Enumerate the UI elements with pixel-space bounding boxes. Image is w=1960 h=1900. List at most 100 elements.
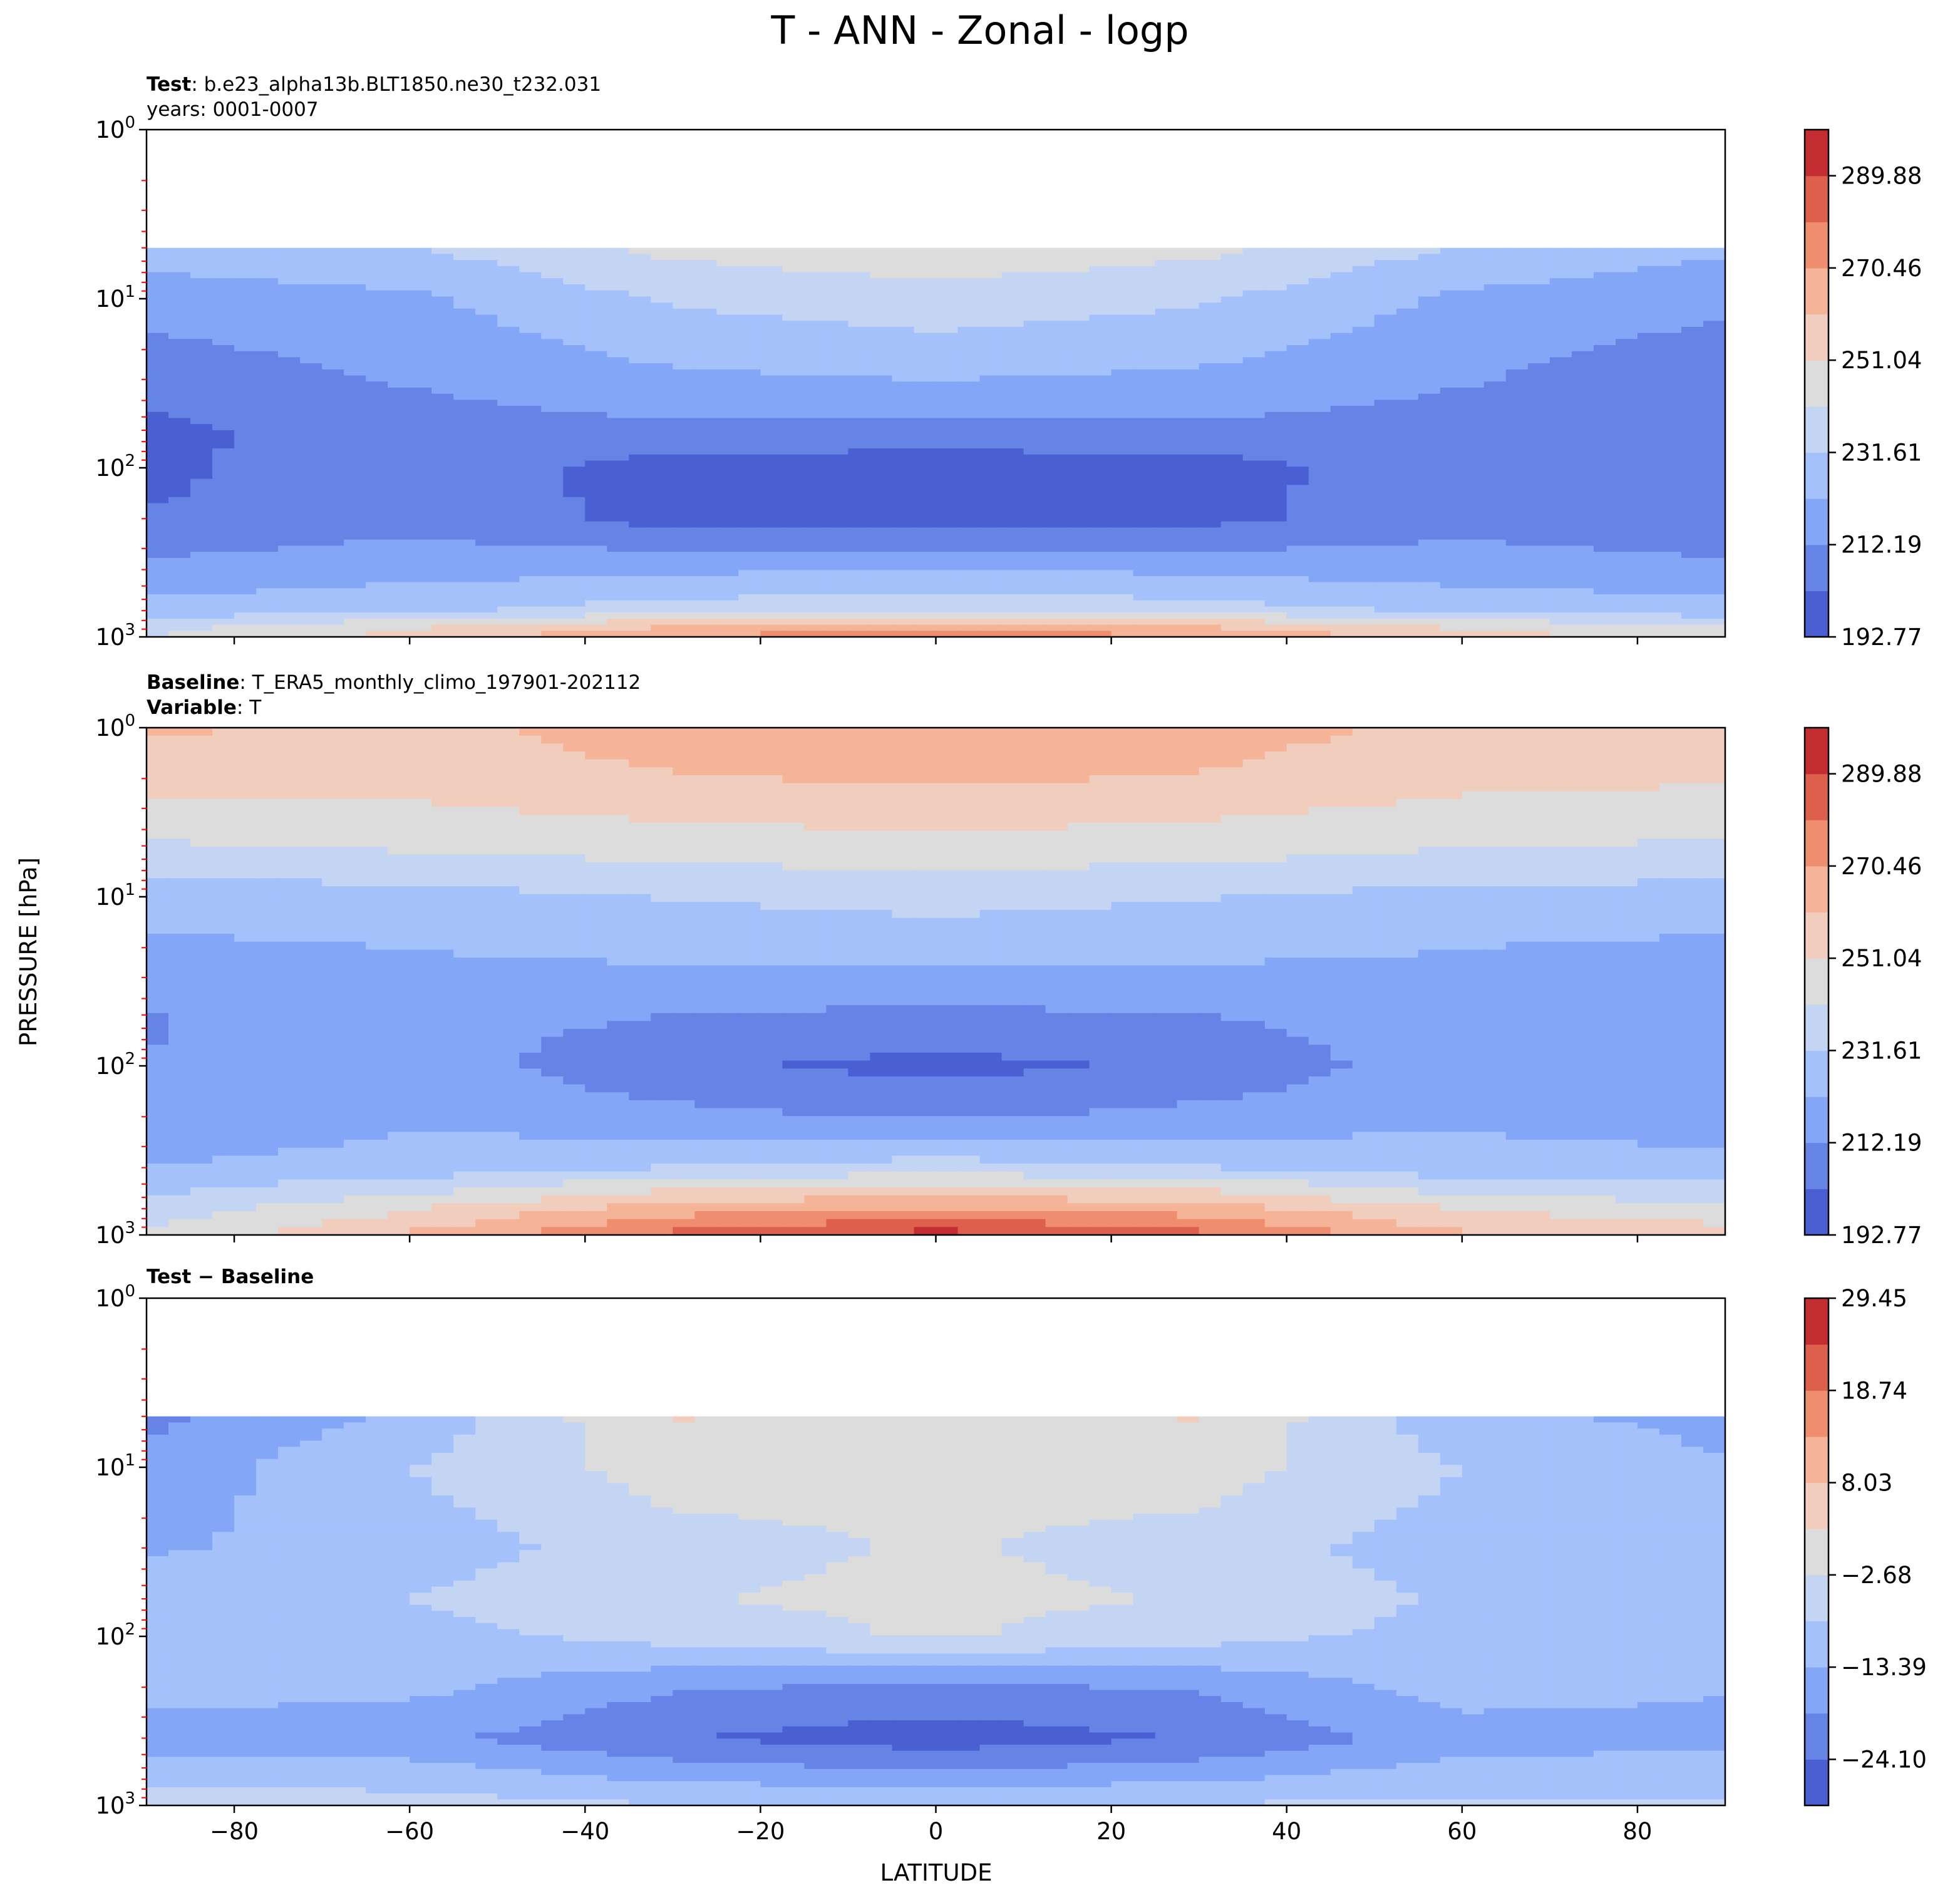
contour-cell	[1133, 436, 1156, 443]
contour-cell	[1593, 278, 1616, 285]
contour-cell	[1681, 618, 1704, 626]
contour-cell	[1177, 260, 1200, 267]
contour-cell	[585, 363, 608, 370]
contour-cell	[1264, 406, 1287, 413]
contour-cell	[475, 467, 498, 473]
contour-cell	[1023, 363, 1046, 370]
contour-cell	[848, 424, 871, 431]
contour-cell	[1637, 345, 1660, 352]
contour-cell	[366, 430, 388, 437]
contour-cell	[1505, 478, 1529, 486]
contour-cell	[519, 333, 542, 340]
contour-cell	[212, 497, 235, 504]
contour-cell	[278, 533, 301, 540]
contour-cell	[322, 467, 344, 473]
contour-cell	[1549, 339, 1572, 346]
contour-cell	[541, 467, 564, 473]
contour-cell	[585, 448, 608, 455]
contour-cell	[1505, 454, 1529, 462]
contour-cell	[322, 381, 344, 388]
contour-cell	[848, 570, 871, 577]
contour-cell	[234, 393, 257, 401]
contour-cell	[300, 357, 322, 364]
contour-cell	[804, 751, 827, 760]
contour-cell	[1418, 478, 1441, 486]
contour-cell	[870, 290, 893, 297]
contour-cell	[1549, 521, 1572, 529]
contour-cell	[1637, 302, 1660, 309]
contour-cell	[1505, 321, 1529, 328]
contour-cell	[410, 418, 432, 425]
contour-cell	[1111, 564, 1134, 571]
contour-cell	[651, 326, 674, 334]
contour-cell	[1637, 272, 1660, 279]
contour-cell	[1067, 503, 1090, 510]
contour-cell	[1505, 552, 1529, 559]
contour-cell	[629, 278, 652, 285]
contour-cell	[804, 588, 827, 595]
contour-cell	[1462, 743, 1485, 752]
contour-cell	[1089, 448, 1112, 455]
contour-cell	[388, 381, 410, 388]
contour-cell	[936, 314, 959, 322]
contour-cell	[1374, 751, 1397, 760]
contour-cell	[716, 260, 740, 267]
contour-cell	[1242, 751, 1266, 760]
contour-cell	[1374, 260, 1397, 267]
contour-cell	[1155, 381, 1178, 388]
contour-cell	[1374, 606, 1397, 613]
contour-cell	[1681, 308, 1704, 316]
contour-cell	[957, 284, 981, 291]
contour-cell	[585, 631, 608, 638]
contour-cell	[1659, 278, 1682, 285]
contour-cell	[1111, 254, 1134, 261]
contour-cell	[673, 552, 696, 559]
y-tick-label: 102	[95, 452, 135, 482]
contour-cell	[1067, 326, 1090, 334]
contour-cell	[256, 314, 279, 322]
contour-cell	[1637, 527, 1660, 534]
contour-cell	[1286, 472, 1309, 480]
contour-cell	[629, 545, 652, 552]
contour-cell	[1220, 357, 1244, 364]
contour-cell	[1615, 369, 1638, 376]
contour-cell	[1505, 400, 1529, 406]
contour-cell	[979, 515, 1003, 522]
contour-cell	[1023, 387, 1046, 395]
contour-cell	[1549, 533, 1572, 540]
contour-cell	[1111, 552, 1134, 559]
contour-cell	[1571, 284, 1594, 291]
contour-cell	[1286, 369, 1309, 376]
contour-cell	[1001, 582, 1024, 589]
contour-cell	[1527, 339, 1550, 346]
contour-cell	[694, 539, 718, 547]
contour-cell	[1352, 606, 1375, 613]
contour-cell	[344, 557, 366, 565]
contour-cell	[234, 454, 257, 462]
contour-cell	[782, 454, 805, 462]
contour-cell	[1242, 400, 1266, 406]
contour-cell	[1264, 631, 1287, 638]
contour-cell	[1023, 406, 1046, 413]
contour-cell	[344, 363, 366, 370]
contour-cell	[673, 728, 696, 736]
contour-cell	[1440, 497, 1463, 504]
contour-cell	[1001, 381, 1024, 388]
contour-cell	[1615, 381, 1638, 388]
contour-cell	[716, 411, 740, 419]
contour-cell	[1527, 254, 1550, 261]
contour-cell	[1177, 594, 1200, 601]
contour-cell	[1177, 351, 1200, 358]
contour-cell	[322, 308, 344, 316]
contour-cell	[147, 351, 169, 358]
contour-cell	[344, 424, 366, 431]
contour-cell	[1571, 743, 1594, 752]
contour-cell	[1505, 266, 1529, 273]
contour-cell	[1286, 436, 1309, 443]
contour-cell	[1177, 460, 1200, 467]
contour-cell	[1264, 448, 1287, 455]
contour-cell	[826, 296, 849, 303]
contour-cell	[1374, 339, 1397, 346]
contour-cell	[870, 460, 893, 467]
contour-cell	[1067, 460, 1090, 467]
